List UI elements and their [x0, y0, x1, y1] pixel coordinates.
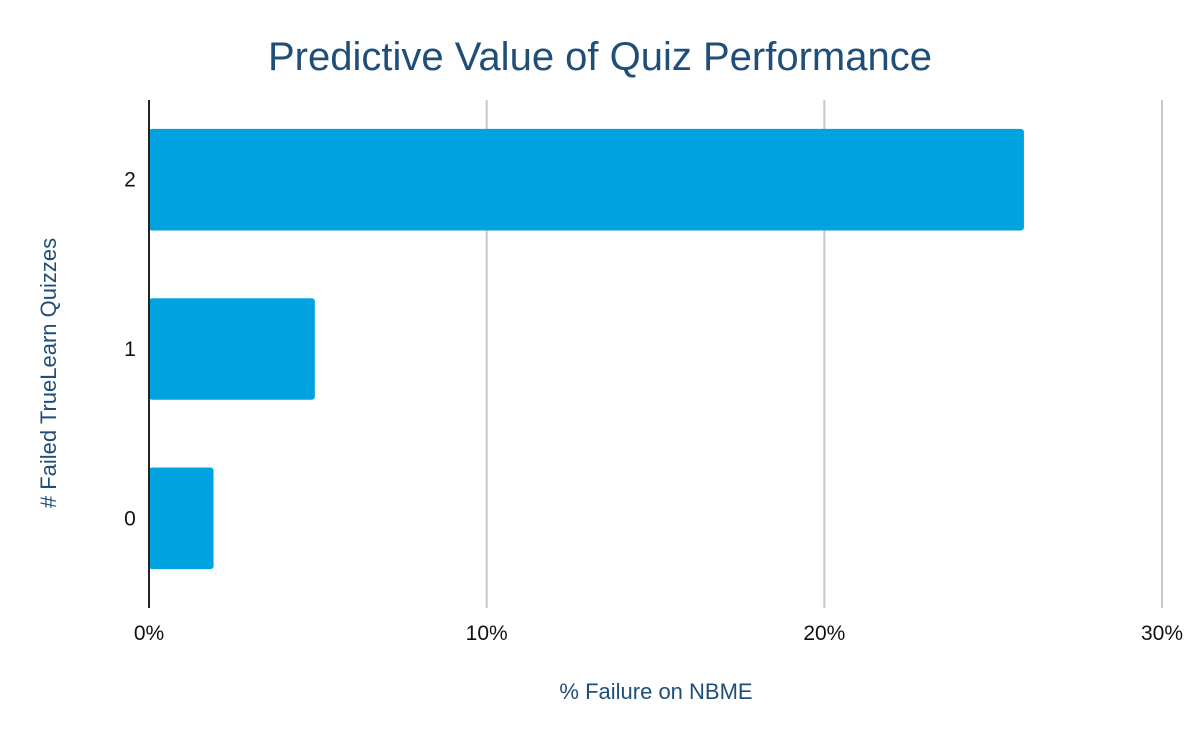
- chart-title: Predictive Value of Quiz Performance: [268, 35, 932, 79]
- y-tick-label: 0: [124, 507, 136, 530]
- bars: [149, 128, 1024, 570]
- x-axis-title: % Failure on NBME: [559, 679, 752, 704]
- bar-1: [149, 298, 315, 400]
- bar-0: [149, 467, 214, 570]
- x-tick-label: 20%: [803, 622, 845, 645]
- bar-2: [149, 128, 1024, 231]
- x-tick-label: 30%: [1141, 622, 1183, 645]
- y-axis-title: # Failed TrueLearn Quizzes: [36, 238, 61, 508]
- x-tick-label: 10%: [466, 622, 508, 645]
- x-tick-labels: 0% 10% 20% 30%: [134, 622, 1183, 645]
- y-tick-labels: 2 1 0: [124, 169, 136, 531]
- y-tick-label: 2: [124, 169, 136, 192]
- y-tick-label: 1: [124, 338, 136, 361]
- x-tick-label: 0%: [134, 622, 164, 645]
